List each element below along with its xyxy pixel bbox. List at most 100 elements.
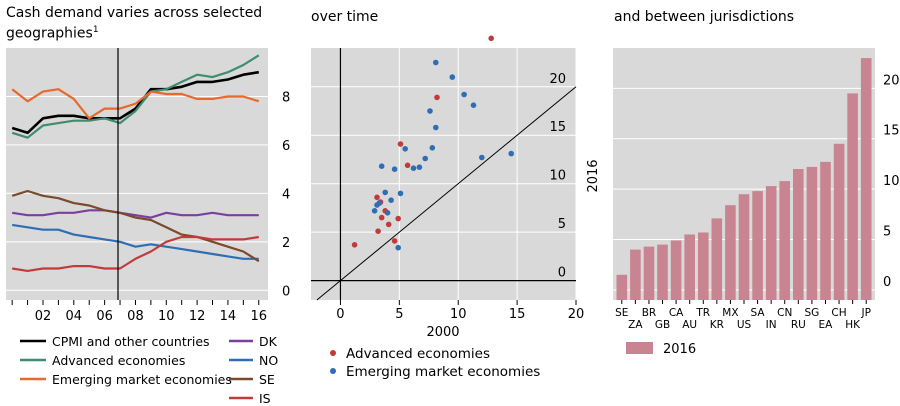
x-tick-label-sa: SA [751, 307, 766, 319]
scatter-point-emerging-market-economies [508, 150, 514, 157]
bar-sg [806, 166, 818, 300]
panel-2-reference-line [316, 86, 577, 301]
scatter-point-emerging-market-economies [391, 166, 398, 172]
bar-ea [820, 161, 831, 300]
panel-1-title-footnote: 1 [92, 25, 99, 35]
scatter-point-emerging-market-economies [397, 190, 404, 197]
legend-label: CPMI and other countries [52, 334, 210, 349]
scatter-point-advanced-economies [378, 214, 385, 221]
panel-2-x-axis-label: 2000 [426, 325, 459, 340]
panel-1-x-ticks: 02 04 06 08 10 12 14 16 [11, 300, 267, 324]
x-tick-label-sg: SG [804, 307, 819, 319]
scatter-point-emerging-market-economies [461, 91, 467, 98]
legend-label: IS [259, 391, 271, 406]
series-line-dk [12, 209, 259, 219]
panel-2-x-tick-label: 5 [395, 307, 403, 322]
panel-2-scatter-chart: 0 5 10 15 20 0 5 10 15 20 2000 2016 [311, 35, 601, 340]
panel-1-series-lines [11, 54, 260, 272]
x-tick-label-us: US [737, 319, 752, 331]
panel-1-x-tick-label: 16 [250, 309, 267, 324]
legend-label: SE [259, 372, 275, 387]
panel-1-x-tick-label: 12 [189, 309, 206, 324]
panel-2-x-tick-label: 10 [450, 307, 467, 322]
scatter-point-advanced-economies [374, 194, 380, 201]
scatter-point-emerging-market-economies [395, 244, 402, 251]
bar-tr [698, 232, 709, 300]
scatter-point-emerging-market-economies [416, 164, 423, 170]
scatter-point-advanced-economies [351, 242, 358, 248]
panel-3-title: and between jurisdictions [614, 9, 795, 25]
bar-br [643, 246, 655, 300]
scatter-point-emerging-market-economies [433, 59, 439, 66]
x-tick-label-in: IN [766, 319, 777, 331]
x-tick-label-jp: JP [860, 307, 870, 319]
panel-1-x-tick-label: 08 [127, 309, 144, 324]
scatter-point-emerging-market-economies [378, 163, 385, 169]
scatter-point-advanced-economies [397, 141, 404, 147]
legend-label: Emerging market economies [346, 364, 540, 380]
scatter-point-advanced-economies [488, 35, 495, 42]
panel-1-y-tick-label: 8 [282, 90, 290, 105]
panel-1-y-ticks: 0 2 4 6 8 [282, 90, 290, 299]
panel-3-legend: 2016 [626, 342, 696, 357]
bar-hk [847, 93, 858, 301]
panel-2-x-tick-label: 0 [336, 307, 344, 322]
panel-2-points [351, 35, 514, 251]
panel-3-y-ticks: 0 5 10 15 20 [883, 73, 900, 290]
panel-1-x-tick-label: 14 [220, 309, 237, 324]
series-line-se [11, 189, 260, 263]
series-line-is [12, 235, 259, 272]
panel-1-x-tick-label: 06 [96, 309, 113, 324]
bar-us [738, 194, 750, 300]
panel-1-plot-area [6, 48, 268, 300]
bar-mx [725, 205, 736, 300]
legend-marker-emerging-market-economies [330, 368, 336, 374]
panel-1-y-tick-label: 6 [282, 139, 290, 154]
scatter-point-emerging-market-economies [371, 208, 378, 214]
x-tick-label-au: AU [682, 319, 697, 331]
legend-label: Emerging market economies [52, 372, 232, 387]
scatter-point-advanced-economies [375, 228, 381, 234]
series-line-emerging-market-economies [11, 88, 260, 120]
panel-3-y-tick-label: 15 [883, 124, 900, 139]
legend-swatch-2016 [626, 342, 653, 354]
x-tick-label-ch: CH [831, 307, 846, 319]
x-tick-label-ea: EA [819, 319, 834, 331]
x-tick-label-ca: CA [669, 307, 684, 319]
panel-2-legend: Advanced economies Emerging market econom… [330, 346, 540, 380]
panel-3-bar-chart: 0 5 10 15 20 SEZABRGBCAAUTRKRMXUSSAINCNRUSGE… [613, 48, 900, 331]
bar-ca [670, 240, 682, 300]
bar-kr [711, 218, 723, 300]
panel-1-x-tick-label: 02 [35, 309, 52, 324]
panel-2-x-ticks: 0 5 10 15 20 [336, 300, 584, 322]
scatter-point-advanced-economies [404, 162, 411, 169]
legend-label: Advanced economies [346, 346, 490, 362]
scatter-point-emerging-market-economies [388, 197, 394, 203]
panel-2-x-tick-label: 20 [568, 307, 585, 322]
legend-label: 2016 [663, 342, 696, 357]
bar-ch [833, 143, 845, 300]
panel-3-y-tick-label: 20 [883, 73, 900, 88]
panel-1-title-text: Cash demand varies across selected geogr… [6, 5, 263, 42]
panel-3-y-tick-label: 5 [883, 225, 891, 240]
scatter-point-emerging-market-economies [433, 124, 439, 131]
panel-2-y-tick-label: 15 [549, 120, 566, 135]
x-tick-label-br: BR [642, 307, 657, 319]
x-tick-label-tr: TR [695, 307, 710, 319]
bar-za [630, 249, 641, 300]
panel-3-y-tick-label: 0 [883, 275, 891, 290]
panel-2-y-axis-label: 2016 [586, 159, 601, 192]
scatter-point-emerging-market-economies [479, 154, 485, 161]
panel-2-y-tick-label: 10 [549, 169, 566, 184]
scatter-point-emerging-market-economies [427, 108, 433, 114]
legend-label: NO [259, 353, 278, 368]
scatter-point-advanced-economies [385, 221, 392, 228]
bar-se [616, 274, 628, 300]
scatter-point-emerging-market-economies [382, 189, 389, 196]
panel-2-y-tick-label: 5 [558, 217, 566, 232]
panel-2-y-tick-label: 20 [549, 72, 566, 87]
panel-1-title: Cash demand varies across selected geogr… [6, 5, 306, 43]
